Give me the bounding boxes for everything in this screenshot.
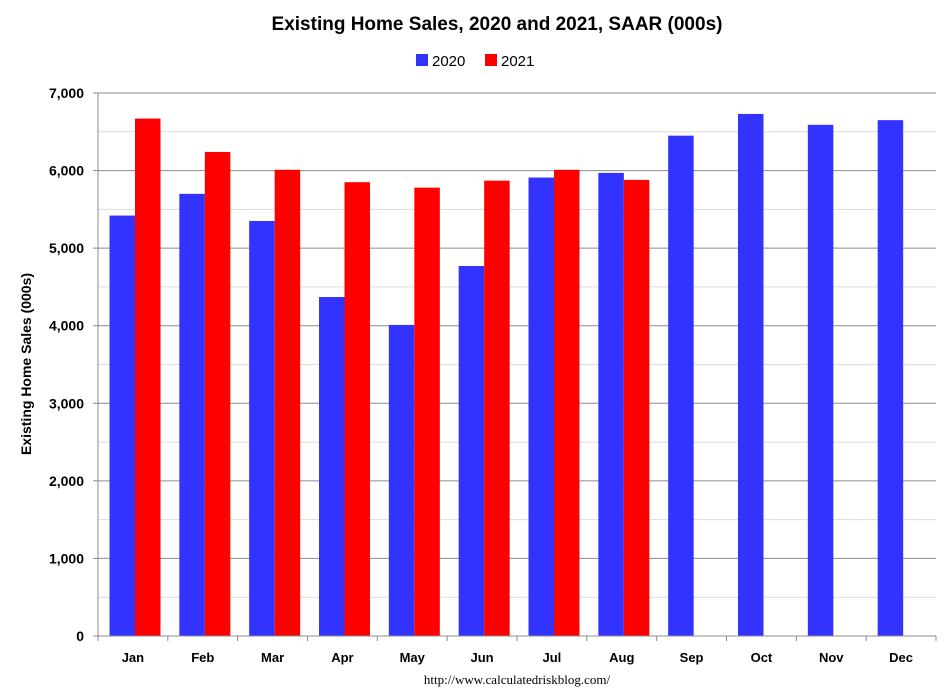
x-tick-label: Jan [122,650,144,665]
x-tick-label: Nov [819,650,844,665]
bar-2020-jun [458,265,485,636]
y-tick-label: 2,000 [49,473,84,489]
y-tick-label: 5,000 [49,240,84,256]
bar-2021-jul [554,169,580,636]
bar-2021-mar [274,169,301,636]
legend-swatch-2020 [416,54,428,66]
y-tick-label: 3,000 [49,395,84,411]
x-tick-label: Jun [471,650,494,665]
bar-2021-feb [204,151,231,636]
bar-2021-jan [135,118,161,636]
x-tick-label: Jul [543,650,562,665]
bar-2020-mar [249,220,275,636]
x-tick-label: Feb [191,650,214,665]
legend-label-2020: 2020 [432,53,465,70]
bar-2020-dec [877,120,904,636]
y-tick-label: 7,000 [49,85,84,101]
bar-2021-aug [623,179,650,636]
bar-2020-oct [738,113,764,637]
bar-2020-feb [179,193,205,637]
y-tick-labels: 0 1,000 2,000 3,000 4,000 5,000 6,000 7,000 [49,85,84,644]
y-tick-label: 1,000 [49,550,84,566]
y-tick-label: 4,000 [49,318,84,334]
source-url: http://www.calculatedriskblog.com/ [424,672,611,687]
chart-title: Existing Home Sales, 2020 and 2021, SAAR… [272,14,723,35]
bar-2020-apr [319,297,345,636]
x-tick-label: Aug [609,650,634,665]
x-tick-label: Dec [889,650,913,665]
legend-swatch-2021 [485,54,497,66]
bar-2020-jan [109,215,135,636]
y-tick-label: 6,000 [49,163,84,179]
legend: 2020 2021 [416,53,534,70]
bar-2021-apr [344,182,370,636]
x-tick-labels: Jan Feb Mar Apr May Jun Jul Aug Sep Oct Nov Dec [122,650,913,665]
bar-2020-aug [598,172,624,637]
x-tick-label: Mar [261,650,284,665]
y-tick-label: 0 [76,628,84,644]
x-tick-label: Oct [751,650,773,665]
x-tick-label: May [400,650,426,665]
x-tick-label: Sep [680,650,704,665]
bar-2020-may [388,324,415,636]
bar-2020-sep [668,135,694,636]
bar-2020-nov [807,124,834,636]
axes [93,92,937,641]
y-axis-label: Existing Home Sales (000s) [18,273,34,455]
x-tick-label: Apr [331,650,353,665]
bar-2021-may [414,187,440,636]
bar-2021-jun [484,180,510,637]
bars [109,113,904,637]
gridlines [98,92,936,598]
bar-2020-jul [528,177,554,636]
legend-label-2021: 2021 [501,53,534,70]
